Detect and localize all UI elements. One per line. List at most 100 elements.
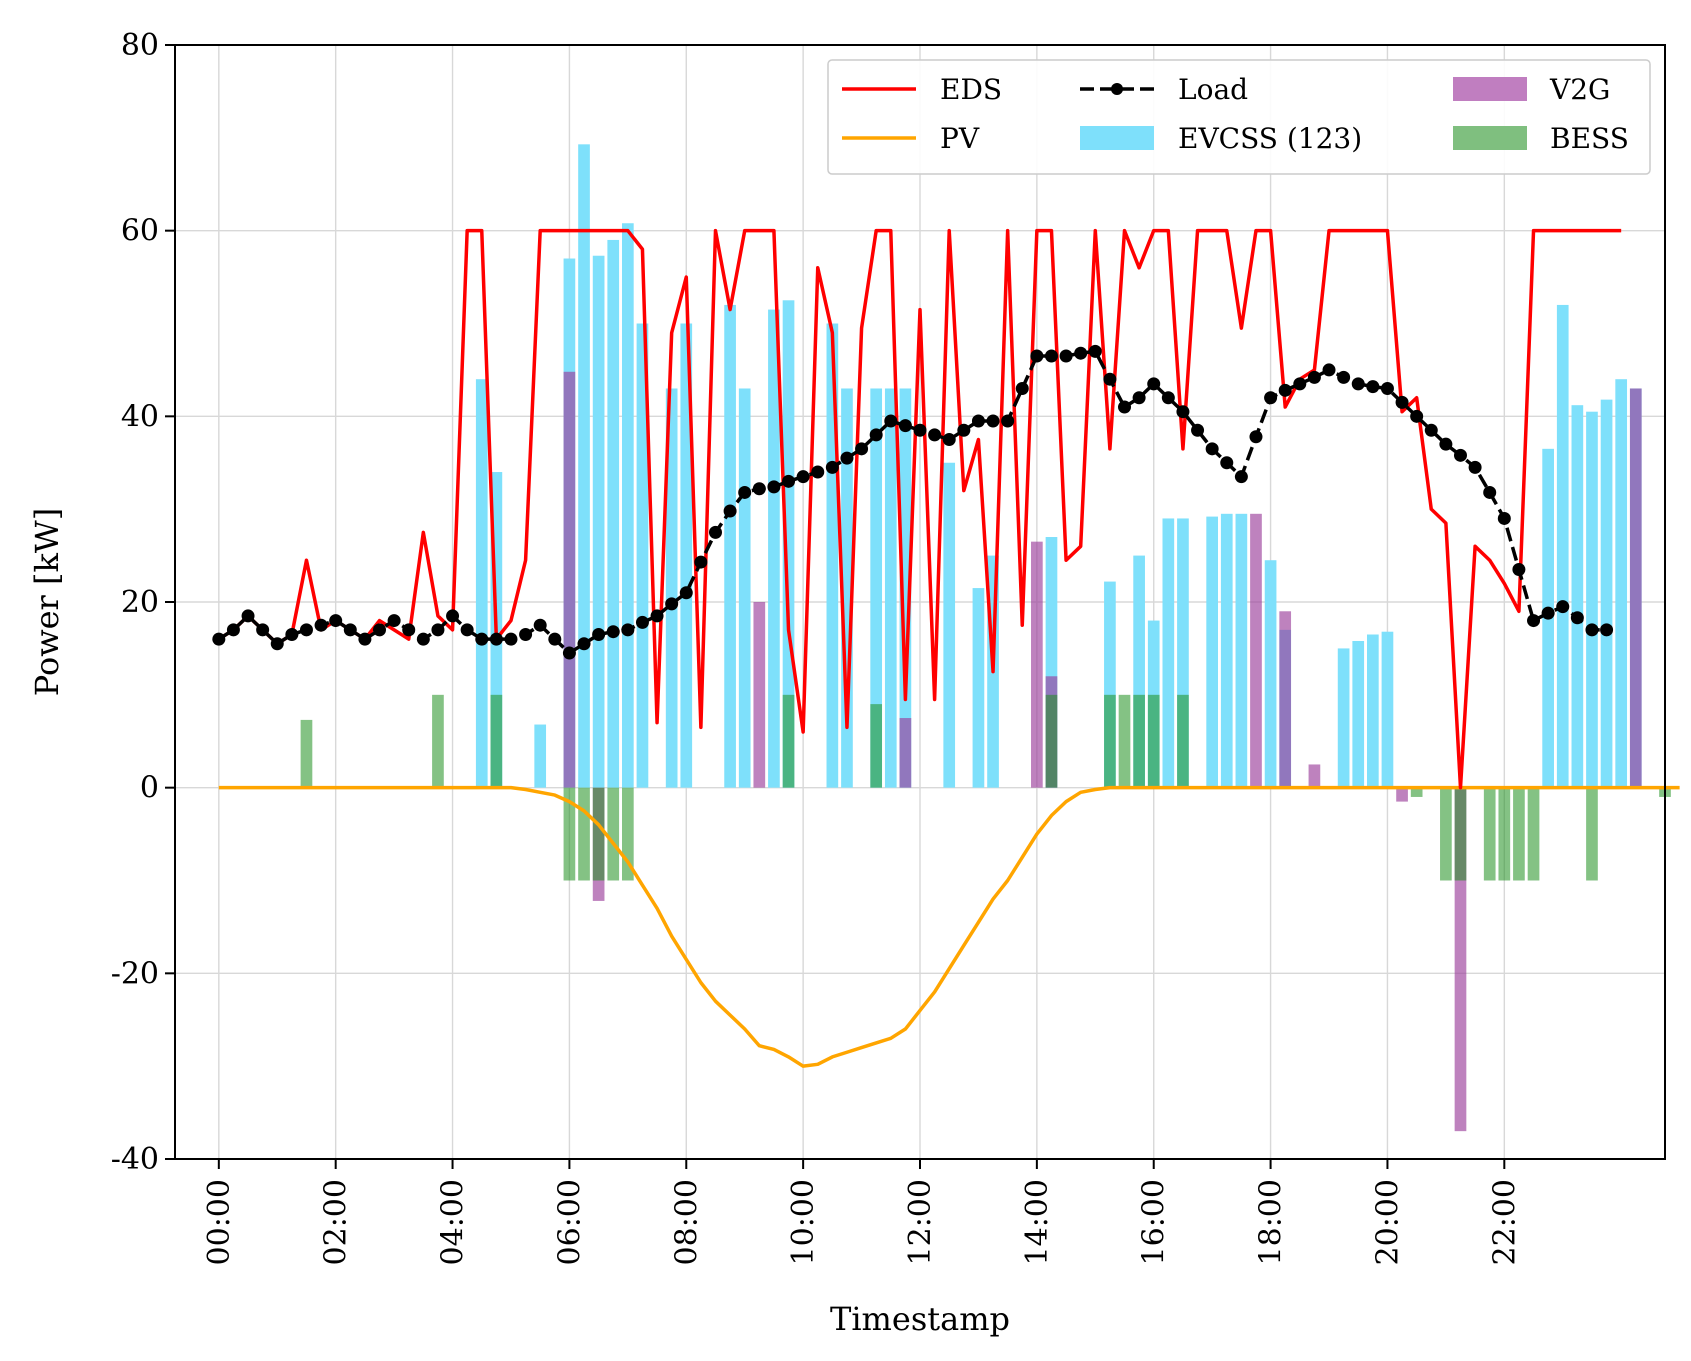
load-point — [387, 614, 401, 628]
bess-bar — [870, 704, 883, 788]
load-point — [285, 627, 299, 641]
load-point — [928, 428, 942, 442]
load-point — [314, 618, 328, 632]
load-point — [679, 586, 693, 600]
evcss-bar — [782, 300, 795, 788]
load-point — [1337, 370, 1351, 384]
load-point — [1585, 623, 1599, 637]
load-point — [1410, 409, 1424, 423]
evcss-bar — [899, 388, 912, 788]
evcss-bar — [534, 724, 547, 788]
load-point — [1293, 377, 1307, 391]
y-tick-label: 60 — [121, 214, 159, 249]
legend-box — [827, 59, 1651, 175]
load-point — [533, 618, 547, 632]
load-point — [1380, 381, 1394, 395]
load-point — [1191, 423, 1205, 437]
load-point — [1278, 383, 1292, 397]
evcss-bar — [607, 239, 620, 788]
load-point — [1556, 600, 1570, 614]
load-point — [1570, 611, 1584, 625]
load-point — [986, 414, 1000, 428]
bess-bar — [1454, 787, 1467, 881]
load-point — [577, 637, 591, 651]
load-point — [1527, 614, 1541, 628]
load-point — [665, 597, 679, 611]
load-point — [416, 632, 430, 646]
legend: EDS PV Load EVCSS (123) V2G BESS — [827, 59, 1651, 175]
v2g-bar — [753, 602, 766, 788]
bess-bar — [1483, 787, 1496, 881]
load-point — [358, 632, 372, 646]
y-tick-label: 80 — [121, 28, 159, 63]
y-axis-label: Power [kW] — [28, 508, 66, 697]
load-point — [635, 615, 649, 629]
legend-evcss-swatch — [1080, 126, 1154, 150]
load-point — [373, 623, 387, 637]
load-point — [299, 623, 313, 637]
load-point — [256, 623, 270, 637]
evcss-bar — [1264, 560, 1277, 788]
evcss-bar — [1600, 399, 1613, 788]
x-tick-label: 14:00 — [1020, 1179, 1055, 1265]
evcss-bar — [592, 255, 605, 788]
load-point — [796, 470, 810, 484]
evcss-bar — [943, 462, 956, 788]
y-tick-label: 20 — [121, 585, 159, 620]
load-point — [592, 627, 606, 641]
eds-line — [217, 228, 1622, 790]
x-tick-label: 00:00 — [202, 1179, 237, 1265]
load-point — [723, 504, 737, 518]
legend-evcss-label: EVCSS (123) — [1178, 122, 1362, 155]
evcss-bar — [665, 388, 678, 788]
v2g-bar — [1396, 787, 1408, 802]
evcss-bar — [680, 323, 693, 788]
v2g-bar — [1308, 764, 1321, 788]
legend-pv-label: PV — [940, 122, 980, 155]
x-tick-label: 22:00 — [1487, 1179, 1522, 1265]
x-tick-label: 18:00 — [1254, 1179, 1289, 1265]
load-point — [1234, 470, 1248, 484]
load-point — [402, 623, 416, 637]
load-point — [1351, 377, 1365, 391]
load-point — [942, 433, 956, 447]
bess-bar — [1498, 787, 1511, 881]
x-axis-label: Timestamp — [830, 1300, 1010, 1338]
legend-load-marker — [1111, 83, 1123, 95]
load-point — [621, 623, 635, 637]
load-point — [1074, 346, 1088, 360]
load-point — [460, 623, 474, 637]
load-point — [1015, 381, 1029, 395]
evcss-bar — [1571, 405, 1584, 788]
evcss-bar — [1104, 581, 1116, 788]
evcss-bar — [622, 223, 634, 788]
evcss-bar — [1133, 555, 1145, 788]
legend-bess-label: BESS — [1550, 122, 1629, 155]
load-point — [825, 460, 839, 474]
evcss-bar — [724, 304, 736, 788]
legend-eds-label: EDS — [940, 73, 1002, 106]
load-point — [1497, 511, 1511, 525]
load-point — [226, 623, 240, 637]
load-point — [1541, 606, 1555, 620]
evcss-bar — [738, 388, 751, 788]
bess-bar — [1045, 694, 1058, 788]
bess-bar — [578, 787, 590, 881]
evcss-bar — [826, 323, 839, 788]
load-point — [1030, 349, 1044, 363]
load-point — [971, 414, 985, 428]
x-tick-label: 20:00 — [1370, 1179, 1405, 1265]
ticks: 80 60 40 20 0 -20 -40 00:00 02:00 04:00 06:00 08:00… — [111, 28, 1523, 1265]
bess-bar — [300, 719, 313, 788]
load-point — [606, 625, 620, 639]
evcss-bar — [1352, 640, 1365, 788]
evcss-bar — [1162, 518, 1175, 788]
load-point — [650, 609, 664, 623]
load-point — [1103, 372, 1117, 386]
load-point — [446, 609, 460, 623]
load-point — [957, 423, 971, 437]
load-point — [1205, 442, 1219, 456]
bess-bar — [1104, 694, 1116, 788]
evcss-bar — [972, 588, 985, 788]
